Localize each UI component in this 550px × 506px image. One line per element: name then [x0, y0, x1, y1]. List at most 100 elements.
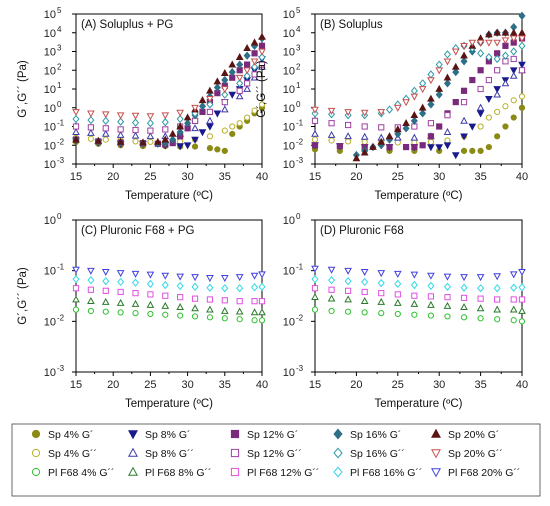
data-point [493, 28, 501, 36]
data-point [402, 99, 410, 107]
data-point [360, 132, 369, 140]
data-point [509, 271, 518, 279]
data-point [469, 76, 476, 84]
data-point [443, 142, 452, 150]
data-point [477, 123, 484, 130]
data-point [229, 123, 236, 130]
data-point [146, 271, 155, 279]
data-point [311, 274, 319, 284]
data-point [117, 309, 124, 316]
data-point [501, 51, 509, 60]
legend-label: Sp 16% G´ [350, 429, 401, 441]
y-tick-label: 10 [283, 84, 295, 96]
legend-marker [128, 430, 138, 440]
data-point [198, 102, 206, 111]
y-tick-exponent: -3 [57, 364, 65, 373]
data-point [87, 115, 95, 125]
data-point [510, 97, 517, 104]
data-point [102, 308, 109, 315]
data-point [444, 137, 451, 144]
data-point [258, 298, 266, 305]
data-point [183, 142, 192, 150]
legend-item: Sp 8% G´´ [128, 447, 194, 460]
data-point [394, 291, 401, 298]
data-point [235, 52, 244, 60]
data-point [410, 116, 418, 126]
series-5 [72, 266, 266, 283]
data-point [427, 100, 435, 109]
y-tick-label: 10 [44, 84, 56, 96]
data-point [427, 77, 435, 85]
data-point [485, 39, 493, 47]
series-3 [72, 285, 266, 305]
data-point [228, 67, 236, 77]
legend-marker [333, 466, 343, 478]
legend-label: Pl F68 4% G´´ [48, 467, 115, 479]
data-point [377, 270, 386, 278]
data-point [243, 84, 251, 92]
y-tick-label: 10 [283, 9, 295, 21]
data-point [443, 50, 451, 59]
data-point [510, 55, 517, 63]
legend-marker [128, 466, 138, 476]
data-point [206, 296, 214, 303]
data-point [378, 290, 385, 297]
data-point [410, 299, 419, 307]
data-point [477, 315, 484, 322]
y-tick-label: 10 [44, 140, 56, 152]
data-point [243, 51, 251, 60]
data-point [87, 128, 95, 136]
data-point [132, 278, 140, 287]
data-point [258, 308, 266, 316]
data-point [235, 307, 244, 315]
data-point [132, 138, 139, 145]
data-point [436, 123, 443, 130]
data-point [206, 283, 214, 292]
data-point [476, 110, 485, 118]
legend-item: Sp 20% G´´ [431, 448, 503, 460]
data-point [184, 119, 192, 128]
data-point [72, 306, 80, 313]
x-tick-label: 20 [350, 171, 362, 183]
legend-label: Pl F68 16% G´´ [350, 467, 422, 479]
x-tick-label: 20 [107, 171, 119, 183]
legend-label: Sp 16% G´´ [350, 448, 405, 460]
data-point [460, 147, 468, 154]
y-tick-label: 10 [44, 47, 56, 59]
data-point [251, 62, 259, 72]
data-point [427, 133, 435, 140]
data-point [161, 272, 170, 280]
y-tick-label: 10 [44, 215, 56, 227]
data-point [345, 308, 352, 315]
data-point [72, 295, 80, 303]
data-point [132, 290, 139, 297]
data-point [344, 109, 352, 117]
legend-label: Pl F68 20% G´´ [448, 467, 520, 479]
data-point [494, 133, 501, 140]
y-tick-label: 10 [283, 65, 295, 77]
data-point [101, 268, 110, 276]
y-tick-exponent: -2 [57, 137, 65, 146]
data-point [221, 147, 228, 154]
data-point [117, 117, 125, 126]
data-point [102, 116, 110, 126]
data-point [116, 112, 125, 120]
data-point [102, 136, 109, 143]
data-point [443, 127, 452, 135]
y-tick-label: 10 [283, 367, 295, 379]
data-point [518, 268, 526, 276]
data-point [460, 133, 468, 141]
y-axis-title: G´,G´´ (Pa) [17, 60, 29, 118]
data-point [501, 79, 510, 87]
data-point [191, 274, 199, 282]
data-point [101, 111, 110, 119]
data-point [258, 317, 266, 324]
legend-item: Pl F68 4% G´´ [31, 467, 115, 479]
data-point [510, 296, 517, 303]
data-point [345, 121, 352, 129]
data-point [116, 298, 125, 306]
data-point [427, 94, 435, 102]
data-point [221, 297, 228, 304]
legend-item: Sp 12% G´´ [230, 448, 302, 460]
data-point [244, 80, 251, 87]
